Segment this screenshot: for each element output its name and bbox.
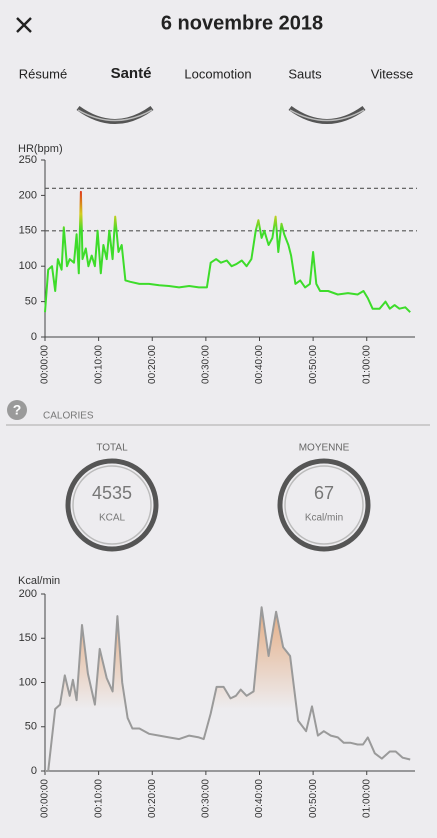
- gauge-ring-partial: [288, 105, 366, 124]
- y-tick-label: 50: [25, 296, 37, 308]
- stat-ring: [65, 458, 159, 552]
- y-tick-label: 250: [19, 154, 37, 166]
- section-label: CALORIES: [43, 411, 94, 422]
- stat-unit: Kcal/min: [305, 513, 343, 524]
- x-tick-label: 01:00:00: [361, 345, 372, 384]
- stat-ring: [277, 458, 371, 552]
- stat-label: TOTAL: [96, 443, 128, 454]
- y-tick-label: 150: [19, 225, 37, 237]
- y-tick-label: 0: [31, 331, 37, 343]
- x-tick-label: 00:10:00: [93, 779, 104, 818]
- x-tick-label: 00:40:00: [254, 779, 265, 818]
- area: [45, 607, 411, 771]
- y-tick-label: 0: [31, 765, 37, 777]
- stat-value: 67: [314, 483, 334, 503]
- line: [44, 190, 411, 313]
- page-title: 6 novembre 2018: [161, 12, 323, 34]
- x-tick-label: 00:10:00: [93, 345, 104, 384]
- y-tick-label: 150: [19, 632, 37, 644]
- close-icon: [16, 17, 32, 33]
- y-tick-label: 50: [25, 721, 37, 733]
- stat-ring: [284, 465, 364, 545]
- y-axis-label: HR(bpm): [18, 143, 63, 155]
- x-tick-label: 00:30:00: [201, 345, 212, 384]
- tab[interactable]: Résumé: [19, 66, 67, 81]
- gauge-ring-partial: [76, 105, 154, 124]
- y-tick-label: 200: [19, 189, 37, 201]
- x-tick-label: 00:50:00: [308, 779, 319, 818]
- help-button[interactable]: ?: [7, 400, 27, 420]
- tab[interactable]: Vitesse: [371, 66, 413, 81]
- y-tick-label: 200: [19, 588, 37, 600]
- gauge-ring-partial: [289, 109, 365, 122]
- x-tick-label: 00:00:00: [40, 345, 51, 384]
- x-tick-label: 00:50:00: [308, 345, 319, 384]
- close-button[interactable]: [16, 17, 32, 33]
- help-circle: [7, 400, 27, 420]
- tab[interactable]: Locomotion: [184, 66, 251, 81]
- y-tick-label: 100: [19, 676, 37, 688]
- tab-bar: Résumé Santé Locomotion Sauts Vitesse: [19, 65, 413, 82]
- stat-value: 4535: [92, 483, 132, 503]
- x-tick-label: 01:00:00: [361, 779, 372, 818]
- x-tick-label: 00:30:00: [201, 779, 212, 818]
- x-tick-label: 00:20:00: [147, 779, 158, 818]
- stat-ring: [72, 465, 152, 545]
- stat-unit: KCAL: [99, 513, 126, 524]
- tab[interactable]: Sauts: [288, 66, 322, 81]
- stat-label: MOYENNE: [299, 443, 350, 454]
- gauge-ring-partial: [77, 109, 153, 122]
- y-tick-label: 100: [19, 260, 37, 272]
- x-tick-label: 00:20:00: [147, 345, 158, 384]
- line: [45, 606, 411, 772]
- y-axis-label: Kcal/min: [18, 575, 60, 587]
- tab[interactable]: Santé: [111, 65, 152, 82]
- help-icon: ?: [13, 402, 22, 418]
- x-tick-label: 00:00:00: [40, 779, 51, 818]
- x-tick-label: 00:40:00: [254, 345, 265, 384]
